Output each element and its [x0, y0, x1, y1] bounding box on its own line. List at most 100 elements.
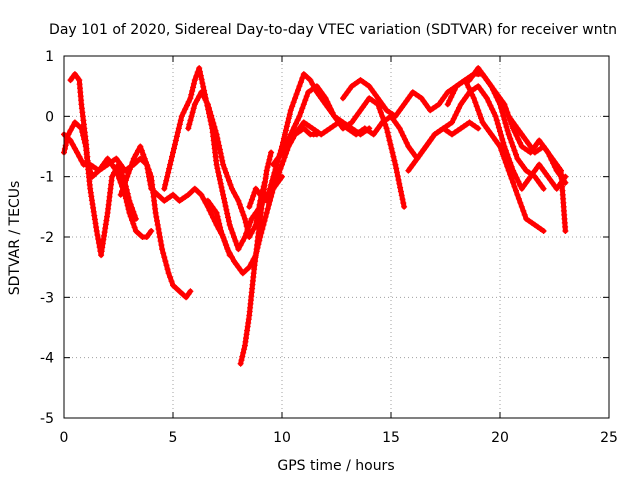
data-point: [200, 83, 207, 90]
data-point: [187, 95, 194, 102]
data-point: [295, 87, 301, 94]
data-point: [469, 91, 476, 98]
data-point: [184, 102, 190, 109]
data-point: [210, 214, 217, 221]
data-point: [322, 95, 329, 102]
data-point: [499, 108, 506, 115]
data-point: [397, 184, 404, 191]
data-point: [221, 195, 227, 202]
data-point: [162, 258, 169, 265]
x-tick-label: 15: [382, 430, 400, 446]
data-point: [501, 116, 508, 123]
data-point: [446, 97, 453, 104]
data-point: [198, 89, 205, 96]
data-point: [215, 139, 222, 145]
data-point: [158, 242, 165, 248]
data-point: [216, 220, 223, 227]
data-point: [87, 185, 94, 192]
data-point: [132, 151, 139, 158]
data-point: [210, 120, 217, 127]
data-point: [300, 101, 307, 108]
x-tick-label: 20: [491, 430, 509, 446]
data-point: [212, 127, 219, 134]
data-point: [224, 173, 231, 180]
data-point: [374, 95, 381, 102]
data-point: [218, 184, 225, 191]
data-point: [196, 65, 203, 72]
data-point: [473, 103, 480, 110]
data-point: [450, 115, 457, 122]
data-point: [508, 175, 515, 182]
series-trace: [292, 113, 481, 162]
data-point: [262, 213, 269, 220]
data-point: [400, 132, 407, 139]
data-point: [281, 131, 288, 138]
data-point: [250, 193, 257, 199]
data-point: [283, 123, 290, 130]
data-point: [213, 161, 220, 168]
data-point: [463, 80, 470, 87]
data-point: [122, 177, 129, 184]
data-point: [92, 170, 99, 177]
data-point: [263, 197, 270, 204]
data-point: [540, 228, 547, 234]
data-point: [257, 191, 264, 198]
data-point: [287, 107, 294, 114]
data-point: [244, 226, 251, 233]
data-point: [109, 173, 115, 180]
data-point: [270, 173, 277, 180]
data-point: [304, 74, 311, 81]
data-point: [216, 172, 223, 179]
data-point: [497, 128, 503, 135]
data-point: [545, 149, 551, 156]
data-point: [510, 179, 517, 186]
data-point: [87, 169, 94, 176]
data-point: [199, 80, 206, 87]
data-point: [132, 228, 139, 234]
data-point: [231, 234, 237, 240]
data-point: [444, 101, 451, 108]
data-point: [396, 125, 403, 132]
data-point: [170, 149, 176, 156]
data-point: [264, 164, 271, 170]
data-point: [226, 250, 233, 257]
data-point: [487, 102, 494, 109]
data-point: [449, 119, 455, 126]
data-point: [540, 185, 547, 192]
data-point: [146, 170, 153, 176]
data-point: [263, 167, 270, 174]
data-point: [174, 129, 181, 136]
data-point: [61, 145, 68, 152]
data-point: [274, 155, 281, 162]
data-point: [158, 194, 164, 201]
data-point: [483, 95, 490, 102]
data-point: [153, 213, 160, 220]
data-point: [517, 139, 524, 146]
data-point: [213, 209, 220, 216]
data-point: [120, 184, 127, 191]
data-point: [272, 166, 279, 173]
data-point: [269, 177, 276, 184]
data-point: [489, 106, 496, 113]
data-point: [514, 191, 521, 198]
data-point: [246, 234, 253, 240]
data-point: [209, 116, 216, 123]
series-arc-8: [237, 149, 275, 367]
data-point: [280, 145, 287, 152]
data-point: [233, 193, 240, 200]
x-tick-label: 10: [273, 430, 291, 446]
data-point: [302, 97, 309, 104]
data-point: [160, 250, 167, 257]
data-point: [214, 213, 221, 220]
data-point: [140, 151, 147, 158]
data-point: [507, 116, 514, 123]
data-point: [238, 357, 245, 364]
data-point: [393, 169, 400, 176]
data-point: [383, 125, 390, 132]
data-point: [389, 149, 396, 156]
data-point: [517, 199, 524, 206]
data-point: [268, 149, 275, 156]
data-point: [247, 200, 254, 207]
data-point: [217, 150, 224, 157]
data-point: [179, 291, 186, 298]
